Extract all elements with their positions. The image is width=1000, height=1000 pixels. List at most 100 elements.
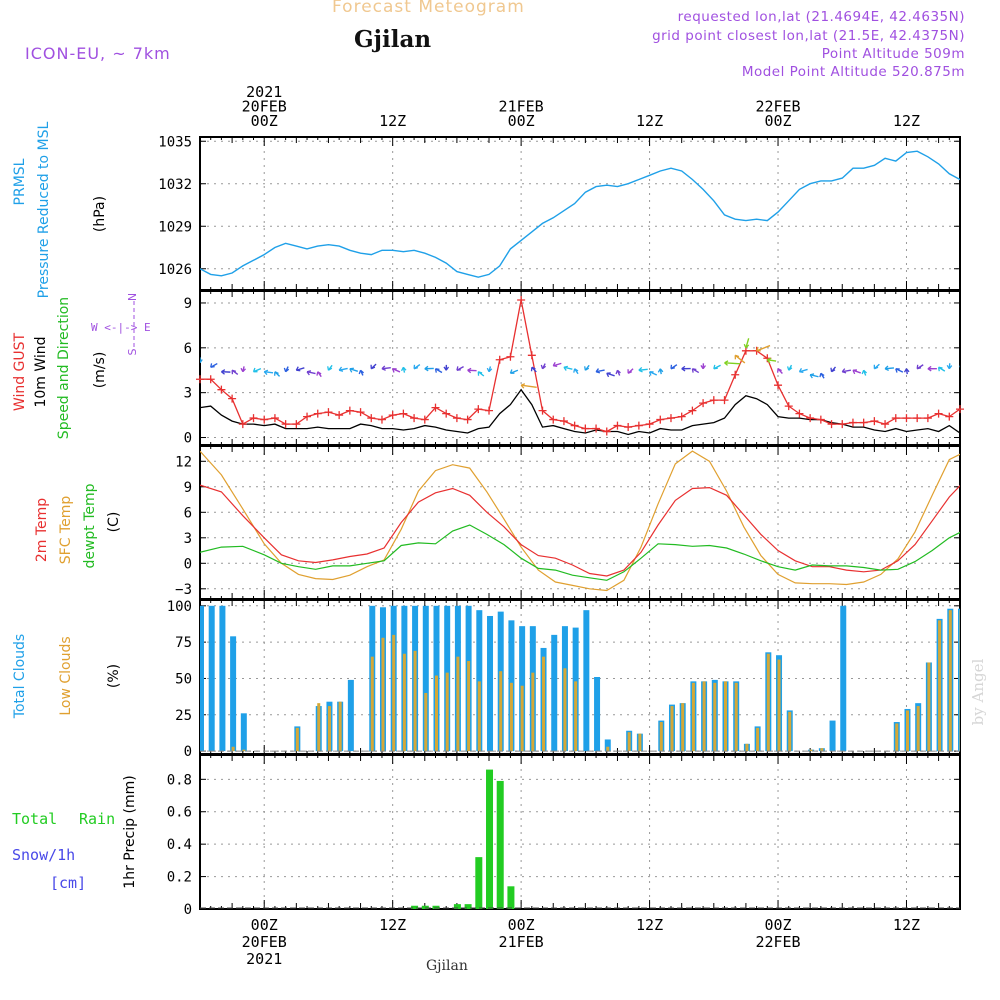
precip-bar	[507, 886, 515, 909]
wind-arrow-head	[530, 366, 536, 372]
wind-arrow-head	[809, 373, 815, 379]
low-cloud-bar	[413, 650, 417, 752]
gust-marker	[292, 420, 301, 429]
location-title: Gjilan	[354, 26, 432, 53]
wind-arrow-head	[595, 368, 601, 374]
wind-arrow-head	[903, 368, 910, 373]
gust-marker	[281, 420, 290, 429]
precip-grid	[199, 754, 961, 910]
gust-marker	[720, 396, 729, 405]
gust-marker	[666, 414, 675, 423]
time-label-bottom: 22FEB	[755, 933, 800, 951]
low-cloud-bar	[381, 637, 385, 752]
gust-marker	[902, 414, 911, 423]
wind-arrow-head	[819, 372, 825, 378]
wind-arrow-head	[713, 364, 718, 370]
gust-marker	[324, 408, 333, 417]
wind-arrow-head	[477, 371, 483, 376]
gust-marker	[238, 420, 247, 429]
gust-marker	[345, 406, 354, 415]
time-label-top: 12Z	[893, 112, 920, 130]
gust-marker	[784, 402, 793, 411]
wind-arrow-head	[916, 364, 922, 370]
low-cloud-bar	[916, 706, 920, 752]
wind-direction-label: Speed and Direction	[56, 297, 72, 439]
wind-speed-line	[200, 388, 960, 436]
gust-marker	[859, 418, 868, 427]
gust-marker	[956, 405, 964, 414]
time-label-bottom: 00Z	[251, 916, 278, 934]
gust-marker	[367, 414, 376, 423]
low-cloud-bar	[574, 681, 578, 752]
wind-arrow-head	[316, 371, 322, 376]
wind-grid	[199, 290, 961, 446]
wind-arrow-head	[400, 366, 407, 372]
low-cloud-bar	[927, 662, 931, 752]
low-cloud-bar	[370, 656, 374, 752]
gust-marker	[452, 414, 461, 423]
low-cloud-bar	[681, 703, 685, 752]
wind-arrow-head	[327, 366, 333, 371]
gust-marker	[741, 346, 750, 355]
gust-marker	[517, 295, 526, 304]
gust-marker	[613, 421, 622, 430]
gust-marker	[260, 415, 269, 424]
wind-arrow-head	[724, 360, 729, 366]
wind-tick-label: 0	[184, 431, 192, 447]
time-label-bottom: 00Z	[764, 916, 791, 934]
low-cloud-bar	[809, 749, 813, 752]
point-altitude: Point Altitude 509m	[821, 46, 965, 62]
dewpoint-label: dewpt Temp	[82, 483, 98, 568]
low-cloud-bar	[756, 727, 760, 752]
low-cloud-bar	[724, 681, 728, 752]
temp-tick-label: 3	[184, 531, 192, 547]
wind-arrow	[767, 359, 777, 362]
dewpoint-line	[200, 524, 960, 581]
wind-arrow-head	[946, 364, 953, 370]
low-cloud-bar	[242, 749, 246, 752]
wind-arrow	[638, 368, 648, 371]
wind-arrow	[595, 369, 605, 373]
gust-marker	[870, 417, 879, 426]
low-cloud-bar	[295, 727, 299, 752]
precip-legend-rain: Rain	[79, 810, 115, 828]
wind-arrow-head	[424, 365, 429, 372]
wind-tick-label: 9	[184, 296, 192, 312]
pressure-unit: (hPa)	[92, 196, 108, 232]
watermark: by Angel	[969, 658, 987, 725]
low-cloud-bar	[392, 634, 396, 752]
gust-marker	[474, 405, 483, 414]
low-cloud-bar	[959, 610, 960, 752]
time-label-bottom: 21FEB	[499, 933, 544, 951]
total-cloud-bar	[200, 605, 204, 752]
sfc-temp-line	[200, 450, 960, 592]
wind-tick-label: 6	[184, 341, 192, 357]
gust-marker	[442, 409, 451, 418]
gust-marker	[313, 409, 322, 418]
clouds-tick-label: 75	[175, 635, 192, 651]
gust-marker	[559, 417, 568, 426]
low-cloud-bar	[327, 706, 331, 752]
total-cloud-bar	[347, 679, 354, 752]
wind-arrow	[724, 362, 741, 365]
wind-unit: (m/s)	[92, 352, 108, 389]
gust-marker	[335, 411, 344, 420]
wind-arrow-head	[648, 371, 654, 376]
low-cloud-bar	[702, 681, 706, 752]
precip-bar	[411, 905, 419, 909]
clouds-unit: (%)	[106, 664, 122, 688]
low-cloud-bar	[231, 746, 235, 752]
gust-marker	[624, 423, 633, 432]
time-label-bottom: 2021	[246, 950, 282, 968]
low-cloud-bar	[338, 701, 342, 752]
wind-arrow-head	[338, 366, 344, 372]
temp-tick-label: 6	[184, 505, 192, 521]
footer-location: Gjilan	[426, 958, 468, 974]
gust-marker	[410, 414, 419, 423]
wind-arrow-head	[937, 366, 943, 372]
total-cloud-bar	[583, 610, 590, 752]
total-cloud-bar	[476, 610, 483, 752]
gust-marker	[656, 415, 665, 424]
wind-arrow-head	[798, 367, 804, 374]
wind-gust-label: Wind GUST	[12, 332, 28, 411]
